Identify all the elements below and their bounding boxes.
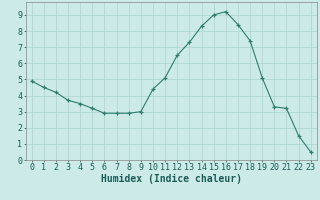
X-axis label: Humidex (Indice chaleur): Humidex (Indice chaleur) — [101, 174, 242, 184]
